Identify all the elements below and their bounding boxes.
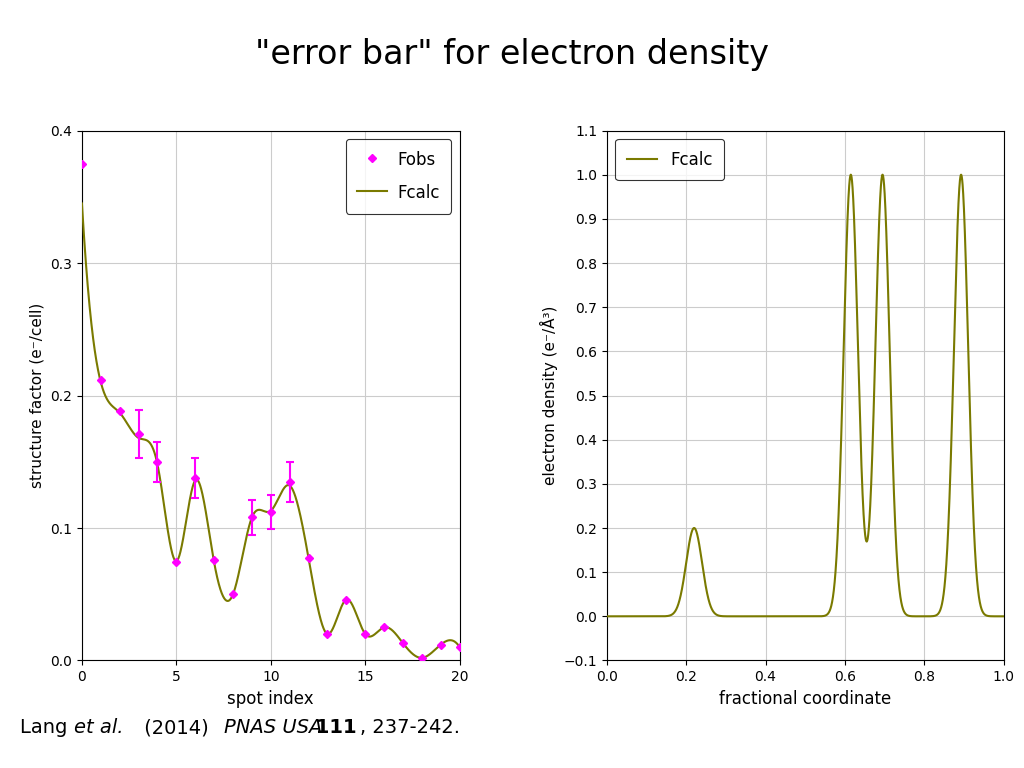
Fobs — [132, 429, 144, 439]
Fcalc — [446, 636, 459, 645]
Fobs — [284, 477, 296, 486]
Fobs — [227, 590, 240, 599]
Fcalc — [853, 379, 865, 388]
Fobs — [340, 595, 352, 604]
Fobs — [189, 473, 202, 482]
Line: Fcalc: Fcalc — [82, 204, 460, 658]
Fcalc — [220, 596, 232, 605]
Fobs — [434, 640, 446, 649]
Fcalc — [416, 654, 428, 663]
Fcalc — [770, 611, 782, 621]
Y-axis label: structure factor (e⁻/cell): structure factor (e⁻/cell) — [30, 303, 45, 488]
Text: 111: 111 — [309, 718, 356, 737]
X-axis label: spot index: spot index — [227, 690, 314, 708]
Fcalc — [621, 611, 633, 621]
Fobs — [246, 513, 258, 522]
Text: , 237-242.: , 237-242. — [359, 718, 460, 737]
Fcalc — [895, 596, 907, 605]
Fobs — [264, 508, 276, 517]
Fcalc — [916, 611, 929, 621]
Fobs — [208, 555, 220, 564]
Fobs — [397, 639, 410, 648]
Text: PNAS USA: PNAS USA — [223, 718, 323, 737]
Legend: Fcalc: Fcalc — [615, 139, 724, 180]
Fobs — [322, 630, 334, 639]
Fobs — [170, 558, 182, 567]
Text: et al.: et al. — [74, 718, 124, 737]
Text: Lang: Lang — [20, 718, 74, 737]
Fobs — [416, 654, 428, 663]
Fcalc — [997, 611, 1010, 621]
Fobs — [94, 375, 106, 384]
Fcalc — [744, 611, 757, 621]
Fcalc — [141, 436, 154, 445]
Fcalc — [406, 648, 418, 657]
Fcalc — [454, 643, 466, 652]
Y-axis label: electron density (e⁻/Å³): electron density (e⁻/Å³) — [540, 306, 558, 485]
Legend: Fobs, Fcalc: Fobs, Fcalc — [345, 139, 452, 214]
X-axis label: fractional coordinate: fractional coordinate — [719, 690, 891, 708]
Line: Fobs: Fobs — [79, 161, 463, 661]
Fcalc — [601, 611, 613, 621]
Fobs — [302, 554, 314, 563]
Fobs — [359, 630, 372, 639]
Line: Fcalc: Fcalc — [607, 174, 1004, 616]
Fcalc — [237, 548, 249, 557]
Fcalc — [836, 419, 848, 428]
Fobs — [114, 407, 126, 416]
Fcalc — [119, 415, 131, 425]
Fobs — [378, 623, 390, 632]
Fobs — [152, 457, 164, 466]
Fobs — [76, 159, 88, 168]
Fcalc — [877, 170, 889, 179]
Fcalc — [76, 199, 88, 208]
Fobs — [454, 643, 466, 652]
Text: "error bar" for electron density: "error bar" for electron density — [255, 38, 769, 71]
Text: (2014): (2014) — [138, 718, 215, 737]
